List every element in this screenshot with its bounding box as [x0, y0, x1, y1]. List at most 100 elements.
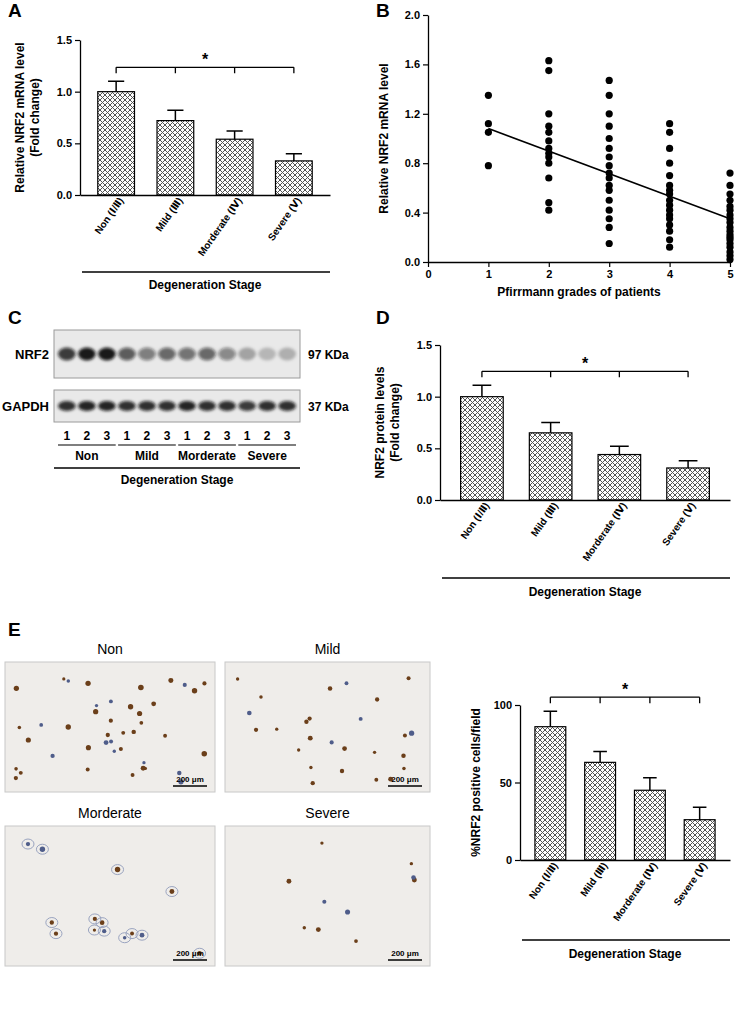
- point: [485, 120, 492, 127]
- y-axis: 0 50 100: [494, 699, 521, 866]
- cell: [14, 776, 18, 780]
- tick-mark: [515, 860, 520, 861]
- y-axis-title-line: %NRF2 positive cells/field: [469, 708, 483, 857]
- y-axis: 0.00.40.81.21.62.0: [405, 9, 429, 268]
- point: [666, 145, 673, 152]
- tick-mark: [423, 213, 428, 214]
- micrograph-cells: [22, 839, 206, 958]
- tick: Mild (Ⅲ): [529, 500, 560, 538]
- tick-label: Non (Ⅰ/Ⅱ): [458, 500, 491, 541]
- plot-area: [535, 711, 715, 860]
- lane-label: 1: [63, 429, 70, 443]
- band: [58, 401, 76, 411]
- point: [606, 197, 613, 204]
- point: [666, 120, 673, 127]
- point: [606, 240, 613, 247]
- axis-line: [428, 16, 429, 263]
- cell-lacuna: [50, 929, 62, 939]
- band: [238, 348, 256, 361]
- lane-label: 1: [184, 429, 191, 443]
- cell: [67, 679, 70, 682]
- bar: [598, 455, 641, 500]
- point: [666, 221, 673, 228]
- point: [545, 160, 552, 167]
- micrograph-title: Mild: [315, 641, 341, 657]
- x-axis: Non (Ⅰ/Ⅱ)Mild (Ⅲ)Morderate (Ⅳ)Severe (Ⅴ): [441, 500, 731, 563]
- tick-label: 0.5: [417, 442, 432, 454]
- band: [118, 401, 136, 411]
- point: [726, 190, 733, 197]
- error-bar: [167, 110, 183, 120]
- point: [545, 57, 552, 64]
- x-axis-title: Degeneration Stage: [569, 947, 682, 961]
- band: [178, 401, 196, 411]
- scale-bar: [388, 785, 422, 787]
- cell: [62, 677, 65, 680]
- group-label: Mild: [135, 449, 159, 463]
- bar: [98, 92, 135, 195]
- western-blot: NRF297 KDaGAPDH37 KDa123123123123NonMild…: [2, 330, 349, 487]
- point: [606, 224, 613, 231]
- point: [545, 123, 552, 130]
- scale-bar-label: 200 μm: [391, 949, 419, 958]
- tick: 0.5: [57, 137, 80, 149]
- tick: 0.8: [405, 157, 428, 169]
- cell: [106, 733, 110, 737]
- error-bar: [610, 446, 629, 454]
- tick-label: Non (Ⅰ/Ⅱ): [527, 860, 560, 901]
- tick-mark: [428, 262, 429, 267]
- scale-bar-label: 200 μm: [176, 775, 204, 784]
- significance-label: *: [622, 681, 629, 698]
- band: [78, 348, 96, 361]
- tick: 0: [425, 262, 431, 280]
- cell: [14, 767, 18, 771]
- lane-label: 3: [224, 429, 231, 443]
- point: [545, 67, 552, 74]
- tick-label: 0.0: [405, 256, 420, 268]
- cell: [139, 721, 143, 725]
- tick-label: 1: [486, 268, 492, 280]
- tick-label: Mild (Ⅲ): [153, 195, 184, 233]
- point: [606, 162, 613, 169]
- tick: 1.6: [405, 58, 428, 70]
- y-axis-title-line: Relative NRF2 mRNA level: [13, 42, 27, 192]
- tick-label: 50: [500, 777, 512, 789]
- scatter-chart: 0.00.40.81.21.62.0012345Pfirrmann grades…: [377, 9, 734, 299]
- significance-label: *: [202, 51, 209, 68]
- cell: [50, 754, 54, 758]
- tick-label: 0: [506, 854, 512, 866]
- cell: [168, 678, 173, 683]
- point: [606, 77, 613, 84]
- cell: [66, 724, 71, 729]
- cell-lacuna: [166, 887, 178, 897]
- tick-label: Morderate (Ⅳ): [580, 500, 628, 563]
- bar-chart: 0.00.51.01.5Non (Ⅰ/Ⅱ)Mild (Ⅲ)Morderate (…: [13, 34, 331, 292]
- tick-mark: [435, 448, 440, 449]
- point: [545, 207, 552, 214]
- point: [666, 215, 673, 222]
- micrograph-background: [225, 826, 430, 966]
- point: [545, 199, 552, 206]
- tick-mark: [435, 345, 440, 346]
- point: [666, 160, 673, 167]
- cell: [93, 928, 96, 931]
- bar: [157, 121, 194, 195]
- point: [606, 135, 613, 142]
- lane-label: 2: [204, 429, 211, 443]
- lane-label: 2: [264, 429, 271, 443]
- x-axis-title-rule: [54, 467, 300, 468]
- cell: [86, 768, 90, 772]
- cell: [254, 728, 258, 732]
- cell: [316, 927, 321, 932]
- scale-bar-label: 200 μm: [391, 775, 419, 784]
- tick-label: 100: [494, 699, 512, 711]
- tick: Morderate (Ⅳ): [196, 195, 244, 258]
- point: [606, 123, 613, 130]
- tick-label: 5: [727, 268, 733, 280]
- point: [606, 92, 613, 99]
- group-rule: [118, 444, 176, 445]
- scale-bar-label: 200 μm: [176, 949, 204, 958]
- tick-label: Mild (Ⅲ): [578, 860, 609, 898]
- cell: [40, 847, 45, 852]
- cell: [259, 695, 262, 698]
